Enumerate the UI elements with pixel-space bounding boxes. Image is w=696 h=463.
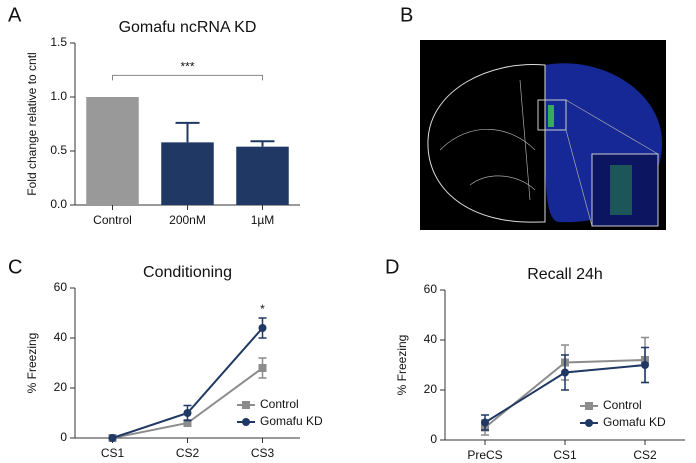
marker	[258, 324, 267, 332]
legend-marker	[242, 418, 250, 426]
x-tick-label: PreCS	[467, 448, 502, 462]
marker	[108, 434, 117, 442]
y-tick-label: 0	[430, 432, 437, 446]
marker	[183, 419, 192, 427]
y-axis-label: Fold change relative to cntl	[25, 52, 39, 195]
chart-title: Recall 24h	[527, 266, 603, 283]
bar	[236, 146, 289, 205]
inset	[591, 153, 659, 227]
x-tick-label: CS1	[553, 448, 577, 462]
legend-marker	[585, 419, 593, 427]
panel-label: D	[385, 256, 399, 278]
legend-label: Gomafu KD	[260, 414, 323, 428]
y-tick-label: 0	[60, 430, 67, 444]
bar	[86, 97, 139, 205]
y-tick-label: 1.0	[50, 89, 67, 103]
x-tick-label: CS2	[176, 446, 200, 460]
brain-image	[420, 40, 666, 230]
x-tick-label: Control	[93, 213, 132, 227]
zoom-line	[565, 129, 593, 227]
x-tick-label: CS1	[101, 446, 125, 460]
y-tick-label: 1.5	[50, 35, 67, 49]
annotation: *	[260, 302, 265, 316]
y-tick-label: 60	[424, 282, 438, 296]
y-tick-label: 20	[54, 380, 68, 394]
inset-signal	[610, 165, 632, 215]
y-tick-label: 60	[54, 280, 68, 294]
legend-marker	[585, 402, 593, 410]
legend-label: Control	[260, 397, 299, 411]
x-tick-label: CS3	[251, 446, 275, 460]
zoom-line	[565, 99, 659, 155]
atlas-lines	[439, 79, 536, 201]
line	[112, 367, 264, 439]
inset-marker	[537, 99, 567, 131]
legend-label: Control	[603, 398, 642, 412]
marker	[258, 364, 267, 372]
atlas-outline	[427, 63, 546, 223]
bar	[161, 142, 214, 205]
legend-marker	[242, 401, 250, 409]
legend-label: Gomafu KD	[603, 415, 666, 429]
error-bar	[175, 121, 200, 143]
y-tick-label: 20	[424, 382, 438, 396]
y-tick-label: 40	[424, 332, 438, 346]
panel-label: B	[400, 4, 413, 26]
marker	[481, 418, 489, 427]
x-tick-label: 200nM	[169, 213, 206, 227]
marker	[183, 409, 192, 417]
marker	[641, 361, 649, 369]
marker	[561, 368, 569, 377]
annotation: ***	[180, 60, 194, 74]
y-tick-label: 40	[54, 330, 68, 344]
x-tick-label: 1µM	[251, 213, 275, 227]
y-axis-label: % Freezing	[395, 335, 409, 396]
x-tick-label: CS2	[633, 448, 657, 462]
significance-bracket	[112, 74, 263, 81]
y-tick-label: 0.0	[50, 197, 67, 211]
panel-label: C	[8, 256, 22, 278]
error-bar	[250, 140, 275, 147]
y-tick-label: 0.5	[50, 143, 67, 157]
infusion-site	[548, 105, 554, 127]
panel-label: A	[8, 4, 22, 26]
chart-title: Conditioning	[143, 264, 232, 281]
y-axis-label: % Freezing	[25, 333, 39, 394]
chart-title: Gomafu ncRNA KD	[119, 19, 257, 36]
